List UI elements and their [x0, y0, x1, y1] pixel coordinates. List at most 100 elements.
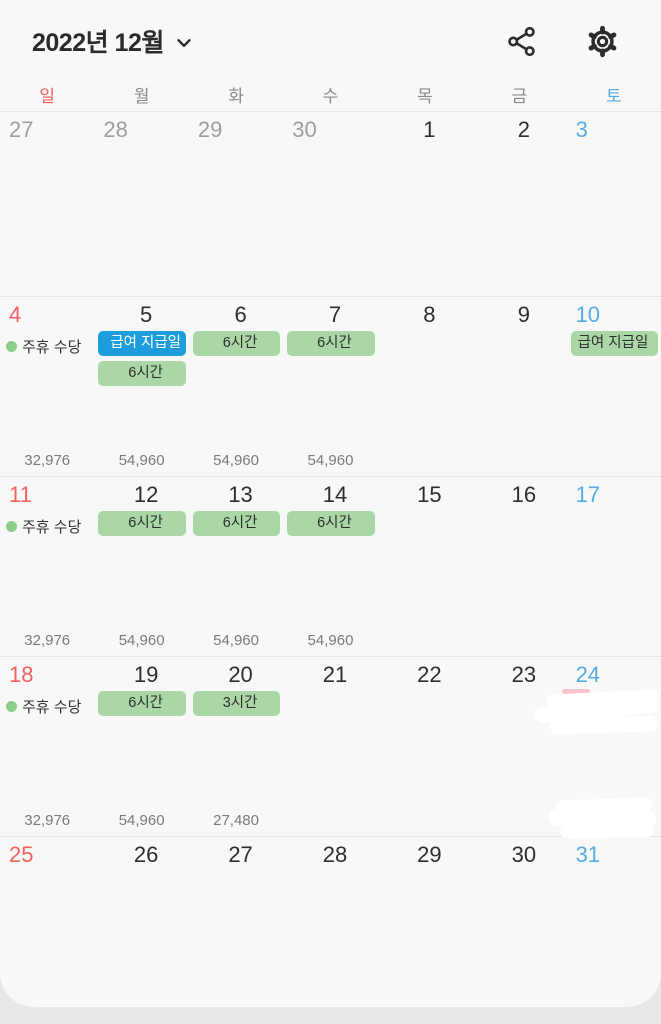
weekday-label: 토 — [605, 87, 622, 106]
day-cell-5[interactable]: 5 급여 지급일 6시간 54,960 — [94, 297, 188, 476]
event-badge[interactable]: 6시간 — [287, 511, 375, 537]
daily-amount: 54,960 — [118, 452, 165, 469]
day-cell-23[interactable]: 23 — [472, 657, 566, 836]
day-cell-4[interactable]: 4 주휴 수당 32,976 — [0, 297, 94, 476]
weekday-label: 일 — [39, 87, 56, 106]
day-cell-13[interactable]: 13 6시간 54,960 — [189, 477, 283, 656]
day-number: 26 — [133, 842, 159, 867]
day-number: 27 — [9, 117, 34, 142]
day-number: 24 — [575, 662, 601, 687]
week-row-1: 27 28 29 30 1 2 3 — [0, 111, 661, 296]
day-cell-16[interactable]: 16 — [472, 477, 566, 656]
day-cell-27[interactable]: 27 — [189, 837, 283, 1007]
event-badge[interactable]: 6시간 — [98, 511, 186, 537]
day-cell-29[interactable]: 29 — [189, 112, 283, 296]
day-cell-31[interactable]: 31 — [567, 837, 661, 1007]
day-cell-30[interactable]: 30 — [472, 837, 566, 1007]
day-cell-28[interactable]: 28 — [283, 837, 377, 1007]
day-cell-8[interactable]: 8 — [378, 297, 472, 476]
day-number: 14 — [322, 482, 348, 507]
day-cell-30[interactable]: 30 — [283, 112, 377, 296]
event-badge[interactable]: 급여 지급일 — [570, 331, 658, 357]
day-number: 28 — [322, 842, 348, 867]
event-badge[interactable]: 6시간 — [192, 511, 281, 537]
day-cell-15[interactable]: 15 — [378, 477, 472, 656]
weekday-label: 목 — [417, 87, 433, 106]
day-number: 15 — [417, 482, 442, 507]
event-badge[interactable]: 6시간 — [98, 361, 186, 387]
day-cell-12[interactable]: 12 6시간 54,960 — [94, 477, 188, 656]
day-number: 16 — [511, 482, 537, 507]
day-number: 7 — [328, 302, 342, 327]
daily-amount: 54,960 — [118, 632, 165, 649]
day-number: 29 — [417, 842, 442, 867]
week-row-4: 18 주휴 수당 32,976 19 6시간 54,960 20 3시간 27,480 21 22 2… — [0, 656, 661, 839]
day-cell-9[interactable]: 9 — [472, 297, 566, 476]
day-number: 29 — [197, 117, 223, 142]
allowance-label-text: 주휴 수당 — [22, 519, 82, 537]
day-cell-17[interactable]: 17 — [567, 477, 661, 656]
day-cell-28[interactable]: 28 — [94, 112, 188, 296]
day-cell-14[interactable]: 14 6시간 54,960 — [283, 477, 377, 656]
day-number: 11 — [9, 482, 32, 507]
day-number: 9 — [517, 302, 530, 327]
day-cell-10[interactable]: 10 급여 지급일 — [567, 297, 661, 476]
day-number: 12 — [133, 482, 159, 507]
pink-sliver — [562, 689, 590, 694]
daily-amount: 32,976 — [24, 452, 71, 469]
redaction-smudge — [559, 823, 655, 839]
day-cell-7[interactable]: 7 6시간 54,960 — [283, 297, 377, 476]
daily-amount: 54,960 — [213, 452, 259, 469]
event-badges: 6시간 — [94, 511, 188, 537]
month-title: 2022년 12월 — [32, 29, 164, 57]
day-cell-2[interactable]: 2 — [472, 112, 566, 296]
day-cell-21[interactable]: 21 — [283, 657, 377, 836]
day-number: 6 — [234, 302, 247, 327]
share-icon[interactable] — [505, 25, 538, 58]
day-number: 22 — [417, 662, 442, 687]
day-number: 10 — [575, 302, 601, 327]
weekday-label: 월 — [133, 87, 150, 106]
day-number: 4 — [9, 302, 22, 327]
day-cell-3[interactable]: 3 — [567, 112, 661, 296]
day-cell-1[interactable]: 1 — [378, 112, 472, 296]
day-cell-18[interactable]: 18 주휴 수당 32,976 — [0, 657, 94, 836]
day-cell-19[interactable]: 19 6시간 54,960 — [94, 657, 188, 836]
header-actions — [505, 23, 661, 60]
green-dot-icon — [6, 341, 17, 353]
day-cell-11[interactable]: 11 주휴 수당 32,976 — [0, 477, 94, 656]
event-badge[interactable]: 3시간 — [192, 691, 281, 717]
settings-icon[interactable] — [584, 23, 621, 60]
event-badges: 6시간 — [283, 331, 377, 357]
day-number: 31 — [575, 842, 601, 867]
event-badges: 6시간 — [189, 331, 283, 357]
day-cell-25[interactable]: 25 — [0, 837, 94, 1007]
day-number: 5 — [140, 302, 153, 327]
day-number: 20 — [228, 662, 253, 687]
app-header: 2022년 12월 — [0, 0, 661, 82]
daily-amount: 32,976 — [24, 632, 71, 649]
day-cell-22[interactable]: 22 — [378, 657, 472, 836]
event-badge[interactable]: 6시간 — [287, 331, 375, 357]
day-number: 23 — [511, 662, 537, 687]
event-badge[interactable]: 6시간 — [192, 331, 281, 357]
day-cell-20[interactable]: 20 3시간 27,480 — [189, 657, 283, 836]
day-number: 3 — [575, 117, 588, 142]
allowance-label-text: 주휴 수당 — [22, 339, 82, 357]
allowance-label: 주휴 수당 — [6, 696, 94, 717]
day-cell-29[interactable]: 29 — [378, 837, 472, 1007]
month-selector[interactable]: 2022년 12월 — [32, 23, 195, 59]
daily-amount: 54,960 — [118, 812, 165, 829]
event-badge[interactable]: 6시간 — [98, 691, 186, 717]
day-number: 21 — [322, 662, 348, 687]
day-cell-24[interactable]: 24 — [567, 657, 661, 836]
event-badges: 6시간 — [283, 511, 377, 537]
day-cell-26[interactable]: 26 — [94, 837, 188, 1007]
day-cell-27[interactable]: 27 — [0, 112, 94, 296]
event-badge[interactable]: 급여 지급일 — [98, 331, 186, 357]
day-number: 8 — [423, 302, 436, 327]
day-cell-6[interactable]: 6 6시간 54,960 — [189, 297, 283, 476]
green-dot-icon — [6, 521, 17, 533]
